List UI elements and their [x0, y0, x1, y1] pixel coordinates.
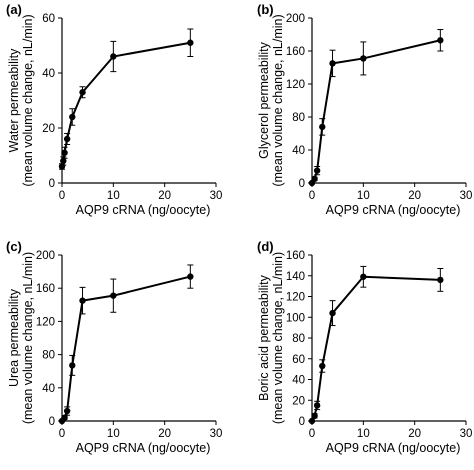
- chart-panel: (d) 0 10 20 30 0 20 40 60 80 100 120 140 160 AQP9 cRNA…: [257, 239, 472, 455]
- y-tick-label: 200: [36, 250, 55, 262]
- data-point: [187, 273, 194, 280]
- y-tick-label: 160: [286, 250, 305, 262]
- x-tick-label: 0: [309, 190, 315, 202]
- data-point: [313, 167, 321, 174]
- series-line: [311, 275, 441, 422]
- y-tick-label: 20: [42, 123, 55, 135]
- chart-panel: (a) 0 10 20 30 0 20 40 60 AQP9 cRNA (ng/oocyte) Wa…: [6, 2, 222, 217]
- y-tick-label: 40: [42, 68, 55, 80]
- y-tick-label: 60: [42, 13, 55, 25]
- data-point: [58, 163, 66, 170]
- data-point: [319, 362, 326, 370]
- data-point: [63, 407, 71, 415]
- x-tick-label: 20: [408, 190, 421, 202]
- x-tick-label: 30: [460, 428, 473, 440]
- panel-label: (d): [257, 239, 274, 254]
- data-point: [360, 55, 367, 62]
- x-tick-label: 10: [107, 428, 120, 440]
- y-tick-label: 0: [49, 416, 55, 428]
- y-tick-label: 0: [49, 178, 55, 190]
- y-tick-label: 120: [286, 292, 305, 304]
- data-point: [311, 412, 318, 420]
- x-tick-label: 10: [357, 190, 370, 202]
- y-axis-title: Urea permeability: [7, 288, 21, 387]
- y-tick-label: 0: [299, 178, 305, 190]
- x-tick-label: 20: [158, 190, 171, 202]
- data-point: [187, 39, 194, 46]
- x-tick-label: 10: [357, 428, 370, 440]
- x-axis-title: AQP9 cRNA (ng/oocyte): [76, 441, 211, 455]
- data-point: [69, 362, 76, 369]
- y-tick-label: 40: [42, 383, 55, 395]
- data-point: [69, 113, 76, 121]
- y-tick-label: 120: [286, 79, 305, 91]
- chart-panel: (b) 0 10 20 30 0 40 80 120 160 200 AQP9 cRNA (ng/oo…: [257, 2, 472, 217]
- panel-label: (c): [6, 239, 22, 254]
- data-point: [437, 276, 444, 284]
- y-tick-label: 60: [292, 354, 305, 366]
- x-axis-title: AQP9 cRNA (ng/oocyte): [326, 441, 461, 455]
- data-point: [313, 402, 321, 409]
- y-tick-label: 40: [292, 145, 305, 157]
- y-tick-label: 80: [42, 350, 55, 362]
- series-line: [61, 41, 191, 167]
- data-point: [308, 417, 316, 425]
- x-tick-label: 0: [309, 428, 315, 440]
- y-axis-title: Boric acid permeability: [257, 274, 271, 400]
- y-axis-title: (mean volume change, nL/min): [271, 14, 285, 186]
- y-tick-label: 100: [286, 312, 305, 324]
- data-point: [79, 297, 86, 304]
- y-axis-title: (mean volume change, nL/min): [21, 14, 35, 186]
- data-point: [110, 292, 117, 299]
- panel-label: (a): [6, 2, 22, 17]
- y-tick-label: 0: [299, 416, 305, 428]
- data-point: [61, 149, 68, 156]
- x-tick-label: 20: [408, 428, 421, 440]
- data-point: [79, 89, 86, 96]
- x-axis-title: AQP9 cRNA (ng/oocyte): [326, 203, 461, 217]
- y-tick-label: 200: [286, 13, 305, 25]
- y-axis-title: (mean volume change, nL/min): [271, 252, 285, 424]
- data-point: [329, 60, 336, 67]
- y-axis-title: (mean volume change, nL/min): [21, 252, 35, 424]
- data-point: [60, 157, 67, 165]
- x-axis-title: AQP9 cRNA (ng/oocyte): [76, 203, 211, 217]
- y-tick-label: 140: [286, 271, 305, 283]
- data-point: [437, 37, 444, 44]
- x-tick-label: 30: [460, 190, 473, 202]
- data-point: [110, 53, 117, 60]
- y-tick-label: 80: [292, 333, 305, 345]
- data-point: [329, 309, 336, 317]
- y-tick-label: 80: [292, 112, 305, 124]
- x-tick-label: 0: [59, 428, 65, 440]
- x-tick-label: 20: [158, 428, 171, 440]
- y-tick-label: 20: [292, 395, 305, 407]
- panel-label: (b): [257, 2, 274, 17]
- y-tick-label: 120: [36, 316, 55, 328]
- data-point: [360, 273, 367, 280]
- y-axis-title: Glycerol permeability: [257, 41, 271, 158]
- y-tick-label: 160: [286, 46, 305, 58]
- y-tick-label: 40: [292, 375, 305, 387]
- x-tick-label: 0: [59, 190, 65, 202]
- chart-panel: (c) 0 10 20 30 0 40 80 120 160 200 AQP9 cRNA (ng/oo…: [6, 239, 222, 455]
- y-tick-label: 160: [36, 283, 55, 295]
- data-point: [61, 414, 68, 421]
- x-tick-label: 10: [107, 190, 120, 202]
- data-point: [63, 135, 71, 143]
- y-axis-title: Water permeability: [7, 48, 21, 152]
- data-point: [311, 175, 318, 183]
- x-tick-label: 30: [210, 190, 223, 202]
- data-point: [319, 123, 326, 131]
- x-tick-label: 30: [210, 428, 223, 440]
